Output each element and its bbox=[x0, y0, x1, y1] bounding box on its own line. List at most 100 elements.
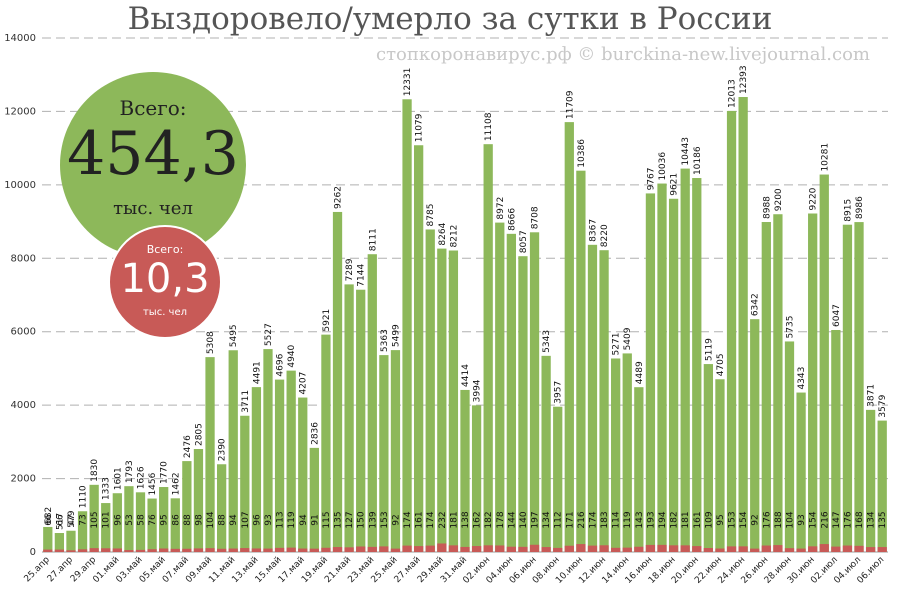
deaths-bar bbox=[483, 545, 493, 552]
deaths-data-label: 115 bbox=[322, 511, 332, 528]
recovered-total-value: 454,3 bbox=[67, 119, 239, 189]
deaths-bar bbox=[274, 547, 285, 552]
recovered-bar bbox=[286, 370, 296, 552]
deaths-bar bbox=[390, 548, 401, 552]
deaths-data-label: 197 bbox=[531, 511, 541, 528]
deaths-bar bbox=[808, 546, 818, 552]
deaths-bar bbox=[135, 549, 146, 552]
deaths-data-label: 86 bbox=[171, 514, 181, 526]
deaths-bar bbox=[228, 548, 238, 552]
deaths-data-label: 109 bbox=[704, 511, 714, 528]
recovered-bar bbox=[216, 464, 227, 552]
deaths-bar bbox=[448, 545, 459, 552]
deaths-data-label: 162 bbox=[473, 511, 483, 528]
deaths-data-label: 171 bbox=[565, 511, 575, 528]
deaths-bar bbox=[541, 547, 551, 552]
deaths-data-label: 119 bbox=[623, 511, 633, 528]
recovered-data-label: 9200 bbox=[774, 188, 784, 211]
deaths-data-label: 176 bbox=[843, 511, 853, 528]
deaths-data-label: 91 bbox=[310, 514, 320, 525]
deaths-bar bbox=[437, 543, 447, 552]
deaths-bar bbox=[668, 545, 679, 552]
deaths-bar bbox=[193, 548, 204, 552]
recovered-data-label: 1110 bbox=[79, 485, 89, 508]
recovered-data-label: 9262 bbox=[334, 186, 344, 209]
deaths-data-label: 92 bbox=[751, 514, 761, 525]
deaths-data-label: 119 bbox=[287, 511, 297, 528]
deaths-bar bbox=[471, 546, 482, 552]
deaths-bar bbox=[831, 546, 841, 552]
deaths-data-label: 153 bbox=[380, 511, 390, 528]
deaths-bar bbox=[680, 545, 690, 552]
deaths-data-label: 135 bbox=[878, 511, 888, 528]
recovered-data-label: 4940 bbox=[287, 344, 297, 367]
recovered-data-label: 8785 bbox=[426, 204, 436, 227]
deaths-bar bbox=[657, 544, 667, 552]
recovered-data-label: 5343 bbox=[542, 330, 552, 353]
deaths-data-label: 134 bbox=[542, 511, 552, 528]
y-tick-label: 0 bbox=[30, 547, 36, 558]
recovered-data-label: 4696 bbox=[276, 353, 286, 376]
deaths-bar bbox=[529, 544, 540, 552]
deaths-data-label: 112 bbox=[554, 511, 564, 528]
recovered-bar bbox=[564, 122, 574, 552]
deaths-bar bbox=[599, 545, 609, 552]
deaths-data-label: 47 bbox=[67, 514, 77, 525]
deaths-data-label: 92 bbox=[391, 514, 401, 525]
deaths-bar bbox=[425, 545, 435, 552]
deaths-bar bbox=[773, 545, 783, 552]
deaths-bar bbox=[587, 545, 598, 552]
deaths-total-bubble: Всего: 10,3 тыс. чел bbox=[108, 225, 222, 339]
recovered-bar bbox=[808, 213, 818, 552]
deaths-data-label: 96 bbox=[113, 514, 123, 526]
deaths-bar bbox=[205, 548, 215, 552]
recovered-data-label: 8915 bbox=[843, 199, 853, 222]
recovered-bar bbox=[842, 224, 853, 552]
recovered-bar bbox=[553, 406, 563, 552]
recovered-bar bbox=[483, 144, 493, 552]
recovered-data-label: 1333 bbox=[102, 477, 112, 500]
recovered-data-label: 8111 bbox=[368, 228, 378, 251]
recovered-bar bbox=[576, 170, 586, 552]
deaths-data-label: 93 bbox=[264, 514, 274, 525]
recovered-data-label: 8264 bbox=[438, 222, 448, 245]
deaths-data-label: 135 bbox=[334, 511, 344, 528]
deaths-bar bbox=[842, 545, 853, 552]
deaths-data-label: 182 bbox=[670, 511, 680, 528]
recovered-data-label: 8972 bbox=[496, 197, 506, 220]
recovered-data-label: 4491 bbox=[252, 361, 262, 384]
deaths-bar bbox=[495, 545, 505, 552]
deaths-data-label: 113 bbox=[276, 511, 286, 528]
deaths-bar bbox=[124, 550, 134, 552]
recovered-bar bbox=[645, 193, 656, 553]
recovered-data-label: 3994 bbox=[473, 379, 483, 402]
recovered-data-label: 8367 bbox=[588, 219, 598, 242]
recovered-bar bbox=[599, 250, 609, 553]
recovered-data-label: 11108 bbox=[484, 112, 494, 141]
deaths-data-label: 76 bbox=[148, 514, 158, 526]
recovered-bar bbox=[750, 319, 760, 552]
recovered-data-label: 1462 bbox=[171, 472, 181, 495]
deaths-data-label: 150 bbox=[357, 511, 367, 528]
deaths-bar bbox=[460, 546, 470, 552]
deaths-bar bbox=[564, 545, 574, 552]
recovered-data-label: 11079 bbox=[415, 113, 425, 142]
deaths-bar bbox=[796, 548, 806, 552]
recovered-bar bbox=[460, 389, 470, 552]
deaths-bar bbox=[854, 545, 864, 552]
recovered-data-label: 3711 bbox=[241, 390, 251, 413]
recovered-data-label: 4414 bbox=[461, 364, 471, 387]
recovered-bar bbox=[448, 250, 459, 552]
recovered-data-label: 8212 bbox=[449, 225, 459, 248]
recovered-bar bbox=[321, 334, 331, 552]
recovered-data-label: 10386 bbox=[577, 139, 587, 168]
deaths-bar bbox=[182, 548, 192, 552]
recovered-data-label: 2836 bbox=[310, 422, 320, 445]
recovered-bar bbox=[356, 289, 366, 552]
recovered-bar bbox=[425, 229, 435, 552]
deaths-data-label: 193 bbox=[646, 511, 656, 528]
deaths-data-label: 168 bbox=[855, 511, 865, 528]
recovered-data-label: 517 bbox=[55, 513, 65, 530]
recovered-bar bbox=[668, 198, 679, 552]
